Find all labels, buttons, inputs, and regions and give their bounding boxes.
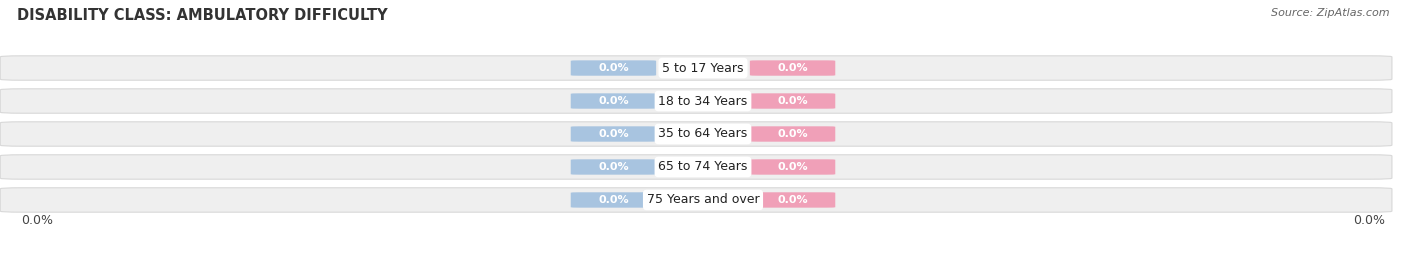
Text: DISABILITY CLASS: AMBULATORY DIFFICULTY: DISABILITY CLASS: AMBULATORY DIFFICULTY — [17, 8, 388, 23]
Text: 0.0%: 0.0% — [778, 129, 808, 139]
FancyBboxPatch shape — [749, 60, 835, 76]
Text: 0.0%: 0.0% — [778, 63, 808, 73]
Text: 35 to 64 Years: 35 to 64 Years — [658, 128, 748, 140]
Text: 0.0%: 0.0% — [21, 214, 53, 227]
FancyBboxPatch shape — [0, 89, 1392, 113]
FancyBboxPatch shape — [571, 126, 657, 142]
Text: 5 to 17 Years: 5 to 17 Years — [662, 62, 744, 75]
Text: 0.0%: 0.0% — [1353, 214, 1385, 227]
Text: 0.0%: 0.0% — [778, 162, 808, 172]
FancyBboxPatch shape — [0, 188, 1392, 212]
Text: 0.0%: 0.0% — [598, 129, 628, 139]
FancyBboxPatch shape — [0, 56, 1392, 80]
Text: 18 to 34 Years: 18 to 34 Years — [658, 95, 748, 107]
FancyBboxPatch shape — [749, 159, 835, 175]
FancyBboxPatch shape — [749, 126, 835, 142]
FancyBboxPatch shape — [571, 192, 657, 208]
Text: 0.0%: 0.0% — [598, 63, 628, 73]
Text: Source: ZipAtlas.com: Source: ZipAtlas.com — [1271, 8, 1389, 18]
FancyBboxPatch shape — [571, 93, 657, 109]
Text: 65 to 74 Years: 65 to 74 Years — [658, 161, 748, 173]
Text: 0.0%: 0.0% — [598, 162, 628, 172]
FancyBboxPatch shape — [0, 155, 1392, 179]
Text: 0.0%: 0.0% — [598, 195, 628, 205]
FancyBboxPatch shape — [749, 192, 835, 208]
FancyBboxPatch shape — [571, 60, 657, 76]
Text: 75 Years and over: 75 Years and over — [647, 193, 759, 206]
Text: 0.0%: 0.0% — [778, 195, 808, 205]
FancyBboxPatch shape — [571, 159, 657, 175]
FancyBboxPatch shape — [749, 93, 835, 109]
FancyBboxPatch shape — [0, 122, 1392, 146]
Text: 0.0%: 0.0% — [598, 96, 628, 106]
Text: 0.0%: 0.0% — [778, 96, 808, 106]
